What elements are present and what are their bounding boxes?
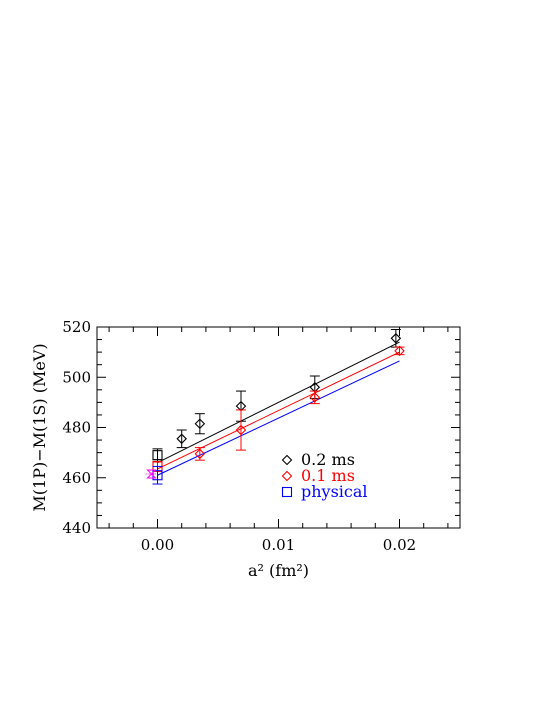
- y-tick-label: 480: [62, 419, 91, 437]
- legend-label: physical: [301, 482, 368, 501]
- y-tick-label: 500: [62, 368, 91, 386]
- fit-line: [157, 360, 400, 476]
- extrapolation-point: [152, 450, 163, 461]
- annotation-marker: [146, 469, 157, 479]
- data-point: [194, 418, 206, 430]
- legend-marker: [281, 454, 293, 466]
- legend-marker: [281, 470, 293, 482]
- y-axis-label: M(1P)−M(1S) (MeV): [30, 343, 49, 511]
- x-tick-label: 0.00: [141, 536, 174, 554]
- data-point: [309, 392, 321, 403]
- x-axis-label: a² (fm²): [248, 561, 309, 580]
- y-tick-label: 440: [62, 519, 91, 537]
- data-point: [390, 333, 402, 344]
- data-point: [176, 433, 187, 445]
- data-point: [235, 424, 247, 436]
- y-tick-label: 520: [62, 318, 91, 336]
- legend-label: 0.1 ms: [301, 466, 355, 485]
- x-tick-label: 0.01: [262, 536, 295, 554]
- y-tick-label: 460: [62, 469, 91, 487]
- plot-frame: [96, 326, 461, 529]
- legend-label: 0.2 ms: [301, 450, 355, 469]
- data-point: [394, 345, 405, 357]
- fit-line: [157, 351, 400, 470]
- legend-marker: [281, 486, 293, 498]
- x-tick-label: 0.02: [383, 536, 416, 554]
- fit-line: [157, 341, 400, 464]
- data-point: [194, 448, 206, 460]
